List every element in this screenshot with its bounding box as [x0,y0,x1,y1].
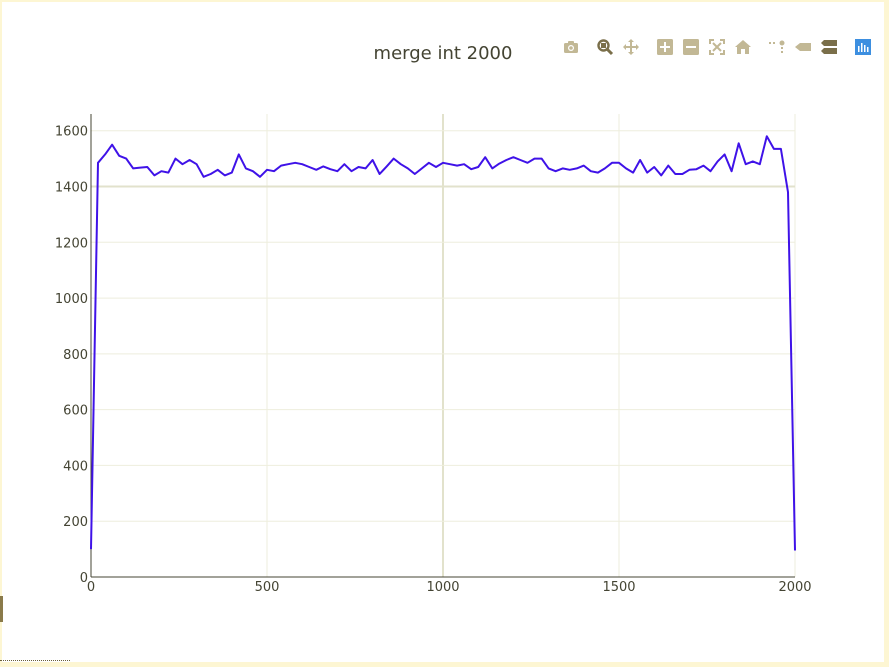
y-tick-label: 400 [63,459,88,474]
x-tick-label: 2000 [778,580,811,595]
left-edge-marker [0,596,3,622]
pan-icon[interactable] [618,36,644,58]
home-icon[interactable] [730,36,756,58]
minus-box-icon[interactable] [678,36,704,58]
y-tick-label: 1400 [55,181,88,196]
series-line[interactable] [90,135,796,551]
plus-box-icon[interactable] [652,36,678,58]
x-tick-label: 1000 [426,580,459,595]
y-tick-label: 1000 [55,292,88,307]
x-tick-label: 500 [255,580,280,595]
y-tick-label: 1600 [55,125,88,140]
y-tick-label: 800 [63,348,88,363]
hover-closest-icon[interactable] [790,36,816,58]
chart-title: merge int 2000 [374,43,513,64]
y-tick-label: 1200 [55,236,88,251]
x-tick-label: 1500 [602,580,635,595]
zoom-icon[interactable] [592,36,618,58]
modebar [558,36,876,58]
bottom-edge-scrap [0,660,70,667]
y-tick-label: 200 [63,515,88,530]
x-tick-label: 0 [87,580,95,595]
plotly-logo-icon[interactable] [850,36,876,58]
spikelines-icon[interactable] [764,36,790,58]
camera-icon[interactable] [558,36,584,58]
series-layer [90,135,796,551]
grid-layer [91,114,796,577]
hover-compare-icon[interactable] [816,36,842,58]
y-tick-label: 600 [63,404,88,419]
autoscale-icon[interactable] [704,36,730,58]
y-tick-label: 0 [80,571,88,586]
